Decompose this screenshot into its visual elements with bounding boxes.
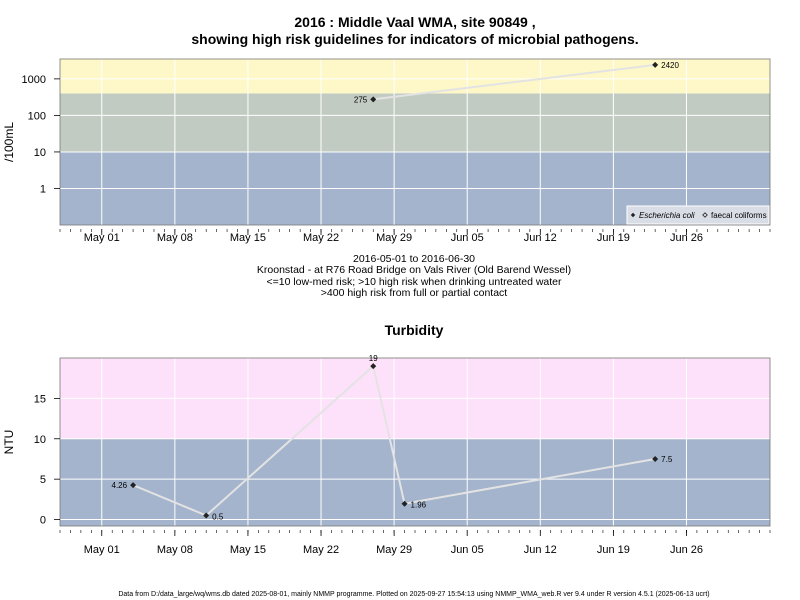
footer-note: Data from D:/data_large/wq/wms.db dated … [118, 591, 709, 598]
x-tick-label-4: May 29 [376, 544, 412, 556]
legend-marker-1 [702, 212, 708, 218]
x-tick-label-2: May 15 [230, 232, 266, 244]
x-tick-label-0: May 01 [84, 232, 120, 244]
chart-title-line-2: showing high risk guidelines for indicat… [191, 31, 638, 47]
data-label-1: 2420 [661, 61, 679, 70]
x-tick-label-6: Jun 12 [524, 232, 557, 244]
legend-label-0: Escherichia coli [639, 211, 695, 220]
x-tick-label-2: May 15 [230, 544, 266, 556]
risk-band-0 [60, 438, 770, 526]
y-tick-label-3: 1000 [22, 74, 46, 86]
y-tick-label-2: 10 [34, 434, 46, 446]
data-label-0: 4.26 [112, 481, 128, 490]
x-tick-label-5: Jun 05 [451, 544, 484, 556]
data-point-0 [370, 96, 377, 103]
y-tick-label-3: 15 [34, 393, 46, 405]
data-label-2: 19 [369, 354, 378, 363]
data-point-3 [401, 500, 408, 507]
y-axis-label: NTU [2, 430, 16, 455]
y-tick-label-1: 5 [40, 474, 46, 486]
location-text: Kroonstad - at R76 Road Bridge on Vals R… [257, 264, 571, 276]
chart-title-line-1: 2016 : Middle Vaal WMA, site 90849 , [294, 14, 535, 30]
x-tick-label-1: May 08 [157, 232, 193, 244]
date-range-text: 2016-05-01 to 2016-06-30 [353, 253, 475, 265]
x-tick-label-8: Jun 26 [670, 232, 703, 244]
y-tick-label-2: 100 [28, 110, 46, 122]
legend-label-1: faecal coliforms [711, 211, 767, 220]
x-tick-label-3: May 22 [303, 544, 339, 556]
x-tick-label-5: Jun 05 [451, 232, 484, 244]
data-point-1 [652, 61, 659, 68]
y-tick-label-0: 0 [40, 515, 46, 527]
x-tick-label-7: Jun 19 [597, 544, 630, 556]
data-label-0: 275 [354, 95, 368, 104]
risk-band-1 [60, 93, 770, 152]
data-label-4: 7.5 [661, 455, 673, 464]
guideline-contact-text: >400 high risk from full or partial cont… [321, 287, 508, 299]
data-label-3: 1.96 [411, 501, 427, 510]
data-point-4 [652, 455, 659, 462]
x-tick-label-7: Jun 19 [597, 232, 630, 244]
x-tick-label-6: Jun 12 [524, 544, 557, 556]
turbidity-title: Turbidity [385, 322, 444, 338]
x-tick-label-8: Jun 26 [670, 544, 703, 556]
data-point-1 [203, 512, 210, 519]
x-tick-label-0: May 01 [84, 544, 120, 556]
data-point-2 [370, 363, 377, 370]
series-line-0 [373, 63, 656, 101]
legend-box: Escherichia coli faecal coliforms [626, 205, 770, 225]
guideline-drinking-text: <=10 low-med risk; >10 high risk when dr… [266, 276, 562, 288]
y-tick-label-1: 10 [34, 147, 46, 159]
ecoli-panel: May 01 May 08 May 15 May 22 May 29 Jun 05 Jun … [2, 58, 771, 244]
data-point-0 [130, 482, 137, 489]
y-axis-label: /100mL [2, 122, 16, 162]
x-tick-label-1: May 08 [157, 544, 193, 556]
turbidity-panel: May 01 May 08 May 15 May 22 May 29 Jun 05 Jun … [2, 354, 771, 556]
legend-background [626, 205, 770, 225]
data-label-1: 0.5 [212, 513, 224, 522]
legend-marker-0 [630, 212, 636, 218]
plot-frame [59, 357, 771, 527]
plot-frame [59, 58, 771, 226]
x-tick-label-4: May 29 [376, 232, 412, 244]
x-tick-label-3: May 22 [303, 232, 339, 244]
y-tick-label-0: 1 [40, 183, 46, 195]
